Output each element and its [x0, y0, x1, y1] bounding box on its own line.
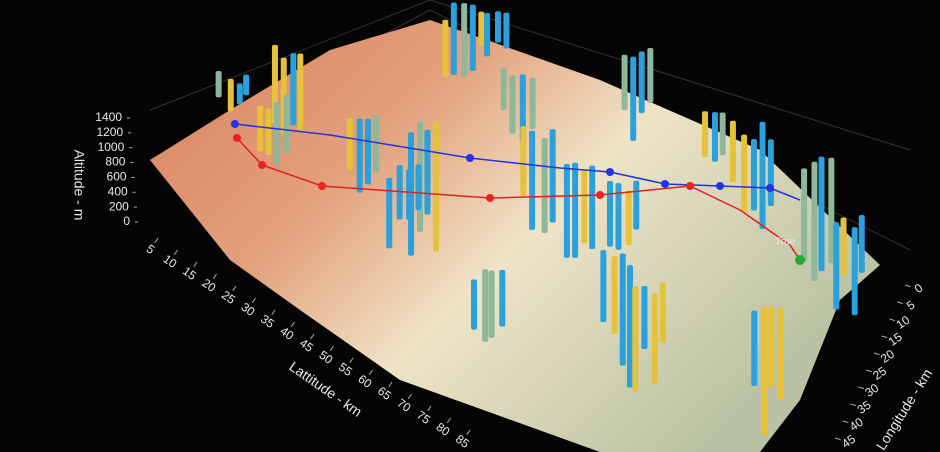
column — [503, 13, 509, 49]
column — [484, 13, 490, 56]
column — [702, 111, 708, 157]
column — [424, 130, 430, 215]
column — [495, 11, 501, 42]
column — [859, 215, 865, 273]
column — [357, 119, 363, 193]
column — [237, 83, 243, 104]
z-tick-label: 800 — [105, 155, 125, 169]
column — [632, 286, 638, 392]
column — [833, 222, 839, 309]
column — [501, 68, 507, 110]
column — [433, 122, 439, 251]
column — [761, 307, 767, 436]
column — [720, 113, 726, 156]
z-tick-label: 1200 — [96, 125, 123, 139]
column — [257, 105, 263, 151]
column — [639, 51, 645, 113]
column — [478, 12, 484, 46]
column — [626, 191, 632, 246]
column — [461, 3, 467, 76]
column — [607, 181, 613, 247]
column — [499, 270, 505, 327]
z-tick-label: 0 — [123, 214, 130, 228]
column — [751, 139, 757, 210]
column — [509, 75, 515, 134]
column — [243, 75, 249, 96]
column — [274, 102, 280, 165]
column — [365, 119, 371, 185]
column — [641, 286, 647, 349]
column — [730, 121, 736, 183]
column — [530, 78, 536, 129]
column — [373, 115, 379, 172]
z-tick-label: 200 — [109, 199, 129, 213]
column — [660, 282, 666, 343]
column — [633, 181, 639, 230]
column — [622, 55, 628, 110]
column — [647, 48, 653, 103]
column — [542, 138, 548, 233]
column — [819, 157, 825, 272]
column — [777, 308, 783, 400]
column — [297, 53, 303, 129]
column — [852, 227, 858, 315]
column — [347, 118, 353, 170]
z-tick-label: 1000 — [98, 140, 125, 154]
column — [265, 109, 271, 156]
column — [406, 169, 412, 220]
column — [768, 307, 774, 388]
chart: True Altitude - m Lattitude - km Longitu… — [0, 0, 940, 452]
column — [841, 218, 847, 276]
end-point — [795, 255, 805, 265]
column — [712, 112, 718, 162]
column — [564, 164, 570, 258]
column — [482, 269, 488, 342]
column — [415, 164, 421, 210]
column — [589, 166, 595, 249]
column — [228, 79, 234, 112]
column — [386, 178, 392, 249]
annotation: True — [775, 237, 796, 248]
column — [520, 126, 526, 196]
column — [550, 129, 556, 222]
z-tick-label: 600 — [107, 170, 127, 184]
column — [620, 253, 626, 365]
z-tick-label: 1400 — [95, 110, 122, 124]
column — [741, 135, 747, 212]
column — [216, 71, 222, 97]
column — [572, 163, 578, 258]
column — [451, 3, 457, 76]
column — [471, 280, 477, 330]
column — [627, 265, 633, 387]
column — [801, 168, 807, 261]
column — [470, 5, 476, 71]
column — [290, 53, 296, 125]
z-axis-label: Altitude - m — [71, 150, 87, 221]
column — [489, 270, 495, 337]
column — [652, 294, 658, 384]
column — [600, 250, 606, 322]
column — [442, 20, 448, 77]
column — [581, 169, 587, 243]
column — [284, 94, 290, 153]
column — [768, 139, 774, 206]
column — [611, 256, 617, 334]
column — [751, 311, 757, 386]
column — [529, 131, 535, 230]
column — [760, 122, 766, 229]
column — [630, 57, 636, 141]
column — [811, 162, 817, 281]
z-tick-label: 400 — [108, 184, 128, 198]
